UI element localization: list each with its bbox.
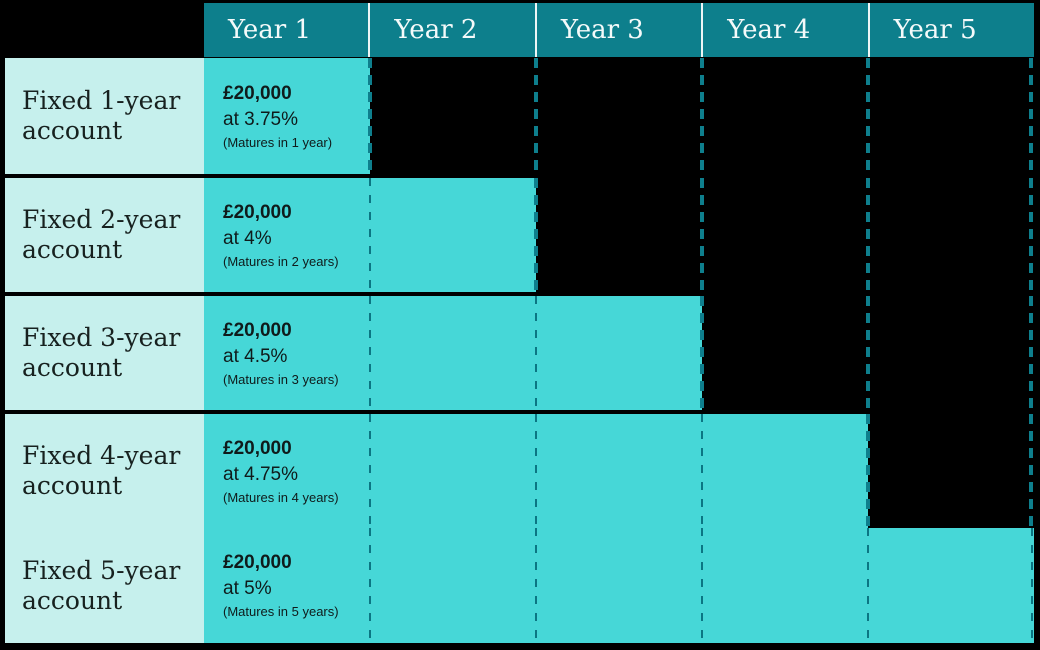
deposit-amount: £20,000 (223, 552, 292, 573)
account-row-2: Fixed 2-year account £20,000 at 4% (Matu… (5, 178, 1034, 292)
header-cell-year-3: Year 3 (534, 3, 702, 57)
header-cell-year-4: Year 4 (701, 3, 868, 57)
year-divider-dash (369, 414, 371, 528)
account-label-cell: Fixed 1-year account (5, 58, 204, 174)
year-divider-dash (701, 414, 703, 528)
year-header-row: Year 1 Year 2 Year 3 Year 4 Year 5 (204, 3, 1035, 57)
year-divider-dash (701, 528, 703, 643)
year-divider-dash (369, 296, 371, 410)
year-divider-dash (369, 178, 371, 292)
header-label: Year 4 (727, 15, 811, 45)
year-divider-dash (369, 528, 371, 643)
year-divider-dash (368, 58, 372, 174)
deposit-amount: £20,000 (223, 82, 292, 104)
year-divider-dash (866, 178, 870, 292)
deposit-amount: £20,000 (223, 319, 292, 341)
deposit-bar-5-year: £20,000 at 5% (Matures in 5 years) (204, 528, 1034, 643)
header-cell-year-5: Year 5 (867, 3, 1035, 57)
header-label: Year 1 (228, 15, 312, 45)
deposit-bar-1-year: £20,000 at 3.75% (Matures in 1 year) (204, 58, 370, 174)
year-divider-dash (867, 528, 869, 643)
year-divider-dash (534, 58, 538, 174)
account-label: Fixed 1-year account (22, 86, 181, 145)
year-divider-dash (1029, 296, 1033, 410)
account-row-4: Fixed 4-year account £20,000 at 4.75% (M… (5, 414, 1034, 528)
year-divider-dash (1029, 58, 1033, 174)
header-cell-year-2: Year 2 (368, 3, 535, 57)
deposit-amount: £20,000 (223, 437, 292, 459)
year-divider-dash (866, 58, 870, 174)
maturity-note: (Matures in 2 years) (223, 253, 339, 269)
account-label-cell: Fixed 3-year account (5, 296, 204, 410)
year-divider-dash (535, 414, 537, 528)
deposit-rate: at 4.75% (223, 463, 298, 485)
year-divider-dash (866, 414, 870, 528)
account-label: Fixed 4-year account (22, 441, 181, 500)
header-label: Year 2 (394, 15, 478, 45)
account-row-5: Fixed 5-year account £20,000 at 5% (Matu… (5, 528, 1034, 643)
year-divider-dash (1029, 178, 1033, 292)
header-cell-year-1: Year 1 (204, 3, 369, 57)
year-divider-dash (700, 296, 704, 410)
account-label: Fixed 2-year account (22, 205, 181, 264)
maturity-note: (Matures in 4 years) (223, 489, 339, 505)
maturity-note: (Matures in 1 year) (223, 134, 333, 150)
account-label: Fixed 5-year account (22, 555, 181, 615)
year-divider-dash (700, 178, 704, 292)
maturity-note: (Matures in 5 years) (223, 604, 339, 619)
deposit-rate: at 5% (223, 578, 272, 599)
account-row-3: Fixed 3-year account £20,000 at 4.5% (Ma… (5, 296, 1034, 410)
account-label: Fixed 3-year account (22, 323, 181, 382)
year-divider-dash (866, 296, 870, 410)
deposit-bar-3-year: £20,000 at 4.5% (Matures in 3 years) (204, 296, 702, 410)
header-label: Year 3 (560, 15, 644, 45)
year-divider-dash (534, 178, 538, 292)
deposit-amount: £20,000 (223, 201, 292, 223)
header-label: Year 5 (893, 15, 977, 45)
deposit-rate: at 4.5% (223, 345, 288, 367)
account-label-cell: Fixed 4-year account (5, 414, 204, 528)
year-divider-dash (1031, 528, 1033, 643)
account-label-cell: Fixed 2-year account (5, 178, 204, 292)
account-row-1: Fixed 1-year account £20,000 at 3.75% (M… (5, 58, 1034, 174)
account-label-cell: Fixed 5-year account (5, 528, 204, 643)
maturity-note: (Matures in 3 years) (223, 371, 339, 387)
deposit-rate: at 3.75% (223, 108, 298, 130)
year-divider-dash (1029, 414, 1033, 528)
deposit-rate: at 4% (223, 227, 272, 249)
year-divider-dash (535, 528, 537, 643)
year-divider-dash (700, 58, 704, 174)
year-divider-dash (535, 296, 537, 410)
